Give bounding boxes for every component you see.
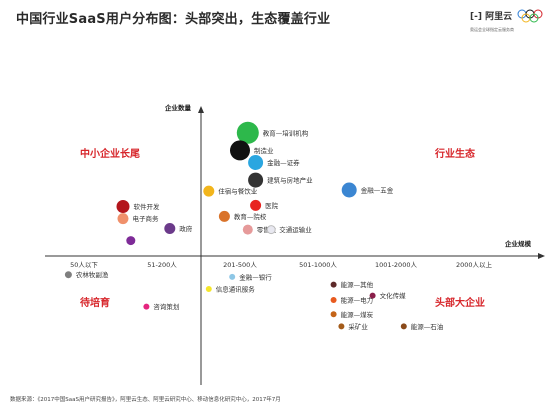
data-point: [205, 286, 212, 292]
quadrant-label-bottom-left: 待培育: [80, 296, 110, 309]
data-point-label: 教育—院校: [234, 212, 267, 221]
x-axis-label: 企业规模: [504, 239, 532, 248]
data-point-label: 电子商务: [133, 214, 160, 223]
logo-name: [-] 阿里云: [470, 12, 513, 22]
data-point: [229, 273, 236, 280]
data-point: [230, 140, 250, 161]
data-point-label: 金融—五金: [361, 186, 394, 195]
data-point-label: 教育—培训机构: [263, 128, 309, 137]
olympic-rings-icon: [517, 9, 543, 23]
data-point: [338, 323, 345, 330]
quadrant-label-top-right: 行业生态: [434, 147, 475, 160]
source-footnote: 数据来源：《2017中国SaaS用户研究报告》，阿里云生态、阿里云研究中心、移动…: [10, 397, 281, 403]
data-point: [400, 323, 407, 330]
data-point: [64, 271, 72, 279]
quadrant-label-top-left: 中小企业长尾: [80, 147, 140, 160]
data-point: [242, 224, 253, 235]
data-point: [248, 172, 264, 188]
data-point: [117, 213, 129, 225]
x-tick-labels: 50人以下 51-200人 201-500人 501-1000人 1001-2000人 2…: [70, 260, 492, 269]
x-tick-label: 51-200人: [147, 261, 177, 269]
data-point-label: 政府: [179, 224, 193, 233]
data-point: [330, 311, 337, 318]
data-point: [116, 200, 130, 213]
data-point: [143, 303, 150, 310]
data-point: [341, 182, 357, 198]
data-point-label: 能源—电力: [341, 296, 374, 305]
chart-title: 中国行业SaaS用户分布图：头部突出，生态覆盖行业: [16, 12, 331, 27]
data-point: [248, 155, 264, 170]
data-point-label: 文化传媒: [380, 291, 407, 300]
data-point: [369, 292, 376, 299]
data-point: [218, 210, 230, 222]
data-point-label: 住宿与餐饮业: [218, 187, 257, 196]
data-point-label: 建筑与房地产业: [267, 176, 313, 185]
quadrant-label-bottom-right: 头部大企业: [435, 296, 485, 309]
x-tick-label: 1001-2000人: [375, 261, 417, 269]
data-point-label: 交通运输业: [279, 225, 312, 234]
y-axis-arrow-icon: [198, 106, 204, 113]
data-point: [330, 281, 337, 288]
data-point: [126, 236, 136, 246]
data-point: [236, 121, 259, 144]
logo-brackets-icon: [-]: [470, 12, 482, 22]
data-point-label: 采矿业: [348, 322, 368, 331]
data-point-label: 金融—证券: [267, 158, 300, 167]
data-point: [266, 225, 276, 235]
data-point-label: 金融—银行: [239, 272, 272, 281]
data-point-label: 咨询策划: [153, 302, 179, 311]
x-tick-label: 201-500人: [223, 261, 257, 269]
data-point-label: 能源—石油: [411, 322, 444, 331]
x-tick-label: 2000人以上: [456, 260, 493, 269]
data-point-label: 信息通讯服务: [216, 285, 256, 294]
y-axis-label: 企业数量: [164, 103, 192, 112]
data-point-label: 能源—其他: [341, 280, 374, 289]
data-point: [330, 297, 337, 303]
data-point-label: 制造业: [254, 146, 274, 155]
data-point-label: 农林牧副渔: [76, 270, 109, 279]
data-point-label: 医院: [265, 201, 279, 210]
logo-tagline: 奥运会全球指定云服务商: [470, 27, 514, 32]
brand-logo: [-] 阿里云 奥运会全球指定云服务商: [470, 9, 550, 39]
x-tick-label: 50人以下: [70, 261, 98, 269]
data-point: [250, 199, 262, 211]
x-axis-arrow-icon: [538, 253, 545, 259]
data-point-label: 软件开发: [134, 202, 161, 211]
data-point: [203, 185, 215, 197]
data-point: [164, 223, 176, 234]
data-point-label: 能源—煤炭: [341, 310, 374, 319]
x-tick-label: 501-1000人: [299, 261, 337, 269]
